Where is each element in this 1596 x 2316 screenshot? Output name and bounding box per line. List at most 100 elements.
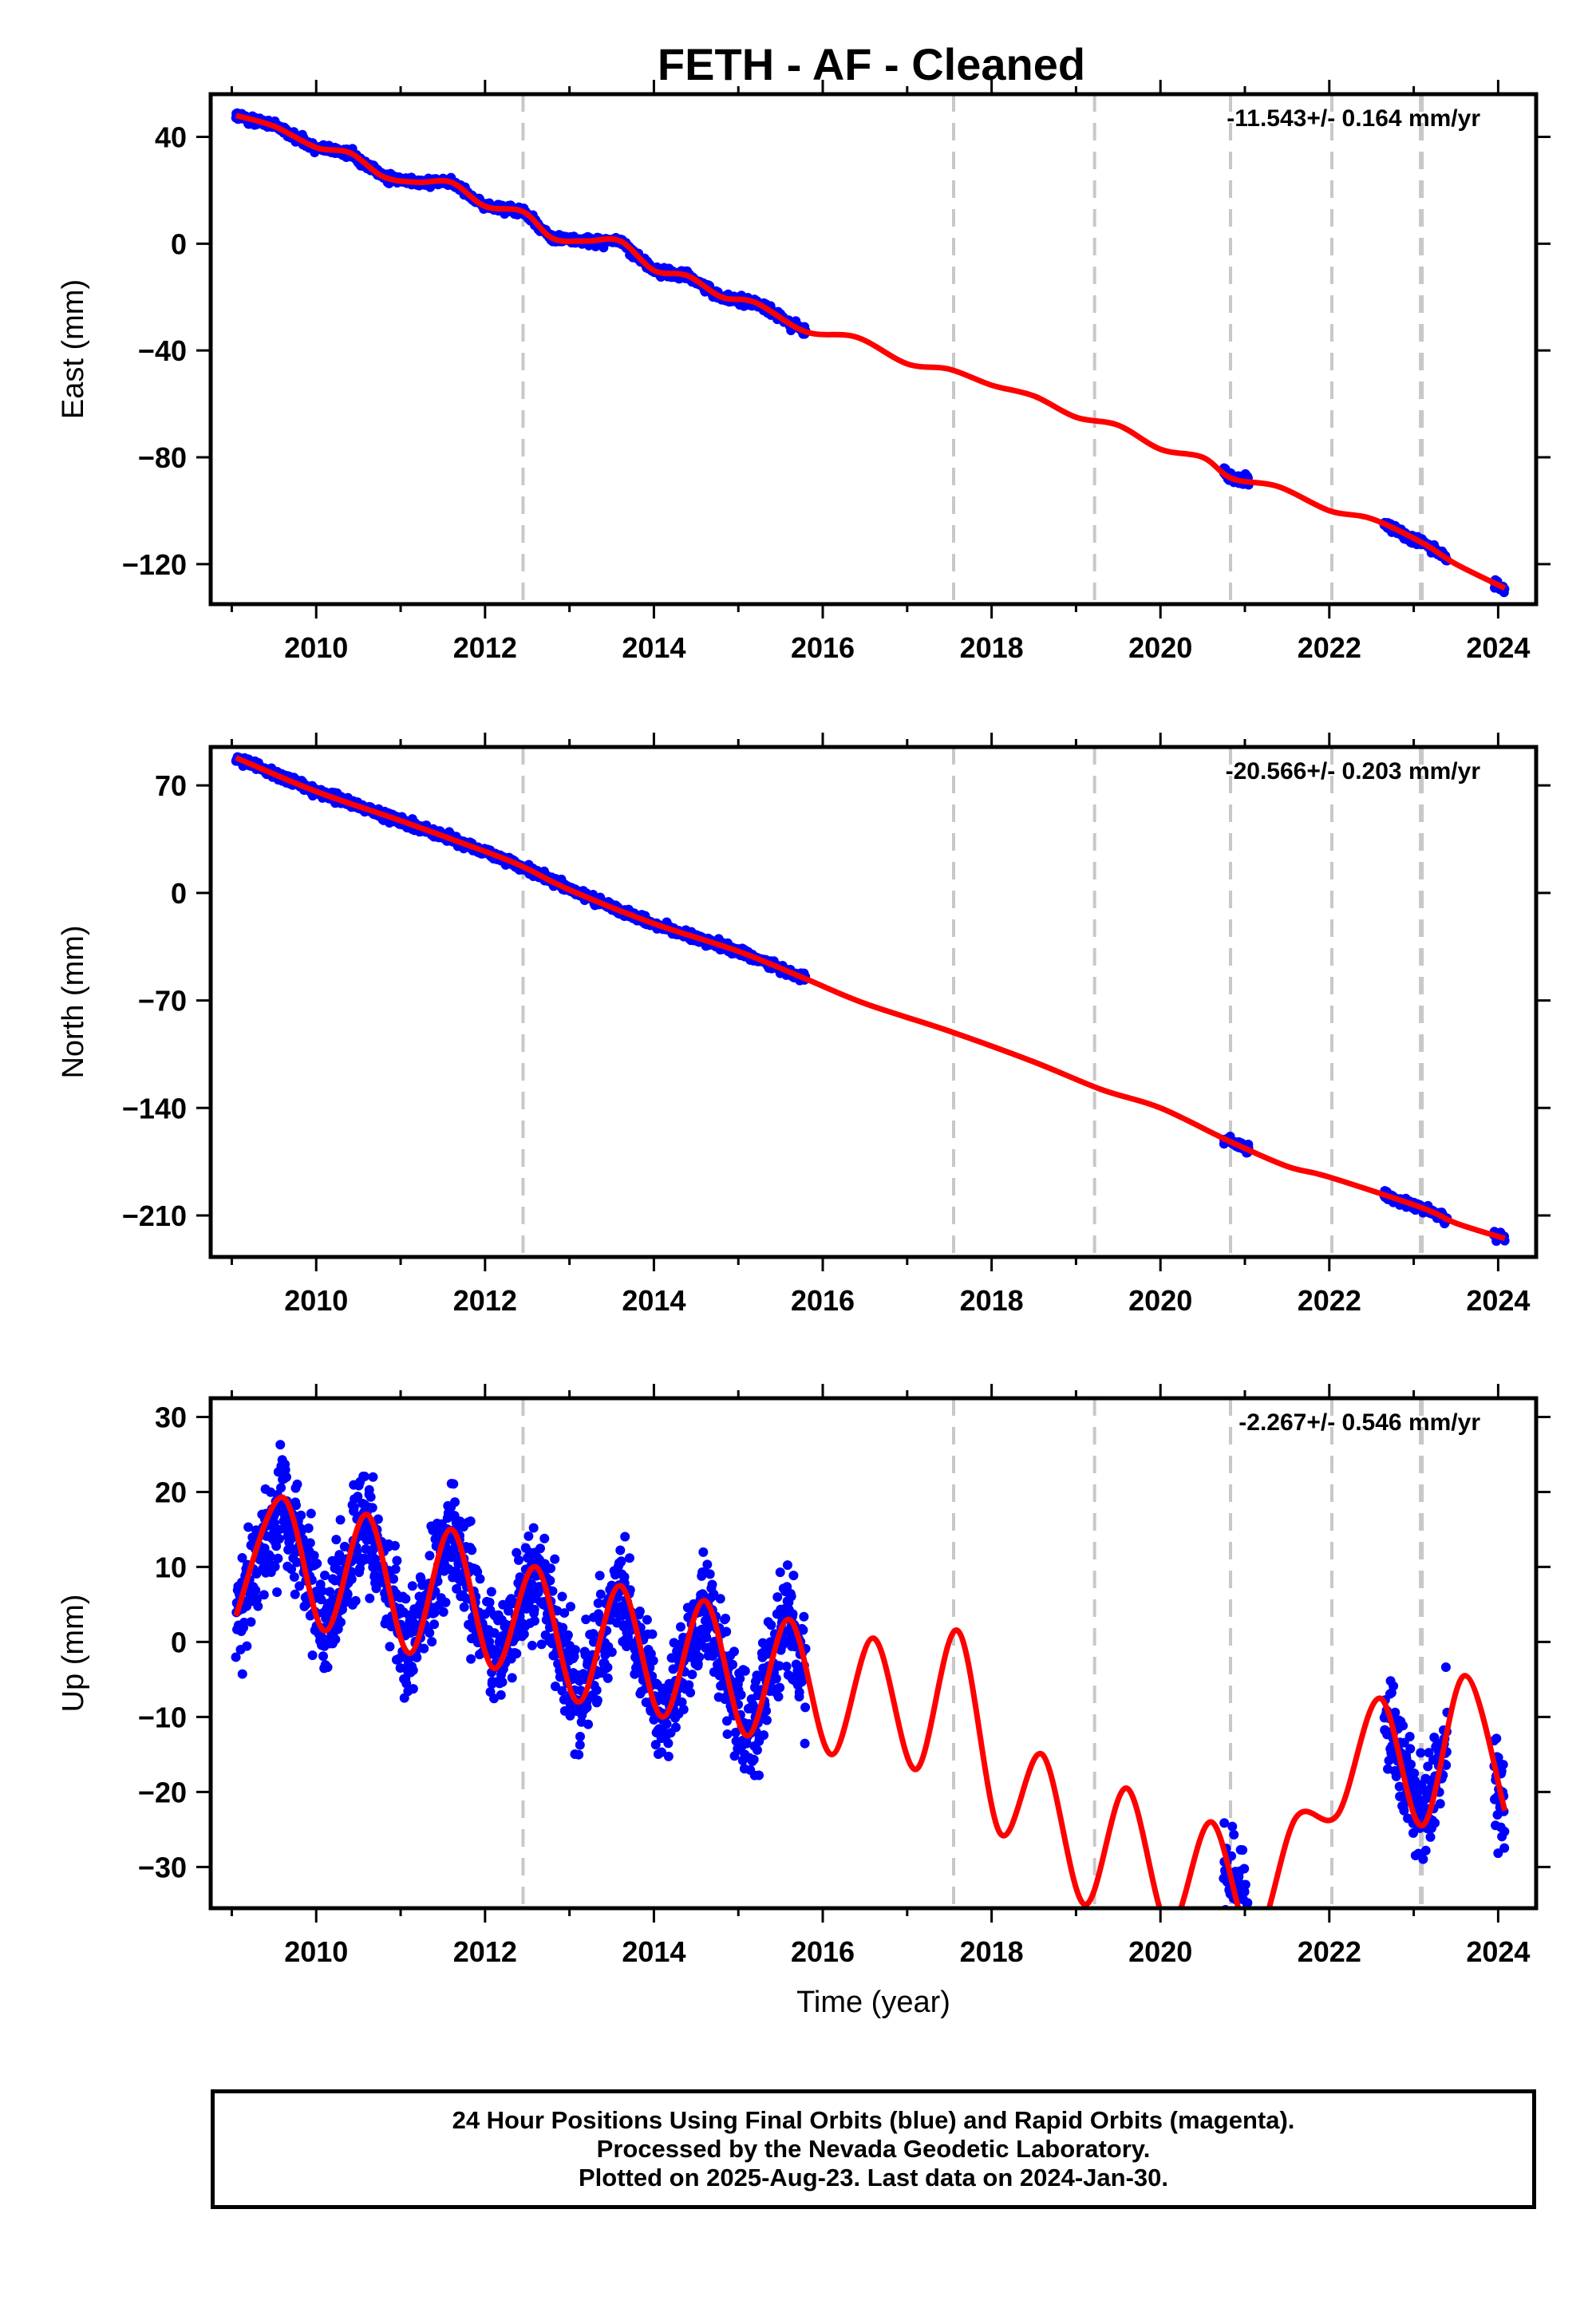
observation-point (513, 1555, 523, 1565)
observation-point (1390, 1707, 1400, 1717)
y-tick-label: −10 (138, 1701, 187, 1733)
observation-point (615, 1545, 626, 1555)
observation-point (735, 1674, 745, 1684)
observation-point (773, 1691, 784, 1701)
observation-point (385, 1642, 395, 1652)
x-tick-label: 2022 (1298, 1935, 1361, 1968)
observation-point (728, 1659, 738, 1670)
observation-point (684, 1680, 694, 1690)
observation-point (701, 1632, 712, 1642)
y-tick-label: 40 (155, 121, 187, 154)
velocity-rate-label: -2.267+/- 0.546 mm/yr (1238, 1409, 1480, 1436)
y-tick-label: 30 (155, 1401, 187, 1433)
y-tick-label: 20 (155, 1476, 187, 1508)
observation-point (775, 1567, 785, 1578)
observation-point (1440, 1662, 1451, 1673)
observation-point (365, 1492, 376, 1502)
observation-point (306, 1508, 316, 1519)
observation-point (1239, 1887, 1250, 1897)
observation-point (1227, 1821, 1238, 1832)
observation-point (276, 1483, 286, 1493)
observation-point (678, 1705, 689, 1715)
observation-point (602, 1662, 613, 1673)
observation-point (1242, 1923, 1251, 1932)
observation-point (1240, 1934, 1250, 1943)
x-tick-label: 2018 (960, 1935, 1024, 1968)
observation-point (536, 1639, 547, 1650)
observation-point (788, 1571, 799, 1581)
observation-point (335, 1617, 346, 1627)
y-tick-label: 10 (155, 1551, 187, 1583)
observation-point (796, 1677, 807, 1687)
observation-point (370, 1554, 381, 1564)
figure-title: FETH - AF - Cleaned (658, 39, 1085, 89)
observation-point (761, 1715, 772, 1725)
y-tick-label: −80 (138, 441, 187, 474)
observation-point (349, 1503, 359, 1513)
y-tick-label: 0 (171, 1626, 187, 1658)
observation-point (1242, 1947, 1252, 1957)
observation-point (353, 1492, 363, 1502)
observation-point (574, 1749, 584, 1760)
x-tick-label: 2016 (791, 631, 855, 664)
observation-point (570, 1645, 580, 1655)
observation-point (595, 1571, 605, 1581)
observation-point (648, 1655, 658, 1666)
y-tick-label: −30 (138, 1851, 187, 1883)
observation-point (512, 1649, 522, 1659)
observation-point (309, 1551, 319, 1561)
observation-point (677, 1697, 687, 1707)
observation-point (1389, 1681, 1399, 1691)
x-tick-label: 2012 (453, 631, 517, 664)
observation-point (799, 1611, 809, 1622)
observation-point (237, 1669, 247, 1679)
observation-point (581, 1614, 591, 1625)
observation-point (438, 1607, 448, 1617)
observation-point (440, 1597, 451, 1607)
observation-point (575, 1731, 586, 1741)
observation-point (670, 1722, 681, 1733)
observation-point (1430, 1818, 1440, 1828)
observation-point (698, 1547, 709, 1557)
observation-point (694, 1652, 705, 1662)
observation-point (459, 1602, 469, 1612)
observation-point (243, 1522, 254, 1532)
x-tick-label: 2020 (1128, 631, 1192, 664)
observation-point (408, 1665, 418, 1675)
x-tick-label: 2012 (453, 1284, 517, 1317)
observation-point (1384, 1756, 1394, 1766)
observation-point (231, 1652, 241, 1662)
observation-point (271, 1541, 282, 1551)
observation-point (1228, 1932, 1238, 1942)
observation-point (401, 1594, 411, 1604)
y-tick-label: −210 (122, 1199, 187, 1232)
observation-point (1404, 1731, 1415, 1741)
x-tick-label: 2020 (1128, 1284, 1192, 1317)
observation-point (330, 1634, 341, 1645)
observation-point (657, 1747, 667, 1757)
observation-point (687, 1670, 697, 1680)
observation-point (325, 1587, 335, 1597)
observation-point (650, 1740, 661, 1750)
x-tick-label: 2018 (960, 631, 1024, 664)
observation-point (1232, 1934, 1242, 1943)
y-tick-label: −40 (138, 334, 187, 367)
observation-point (401, 1678, 412, 1689)
x-tick-label: 2016 (791, 1935, 855, 1968)
observation-point (1409, 1768, 1420, 1778)
observation-point (705, 1569, 715, 1579)
observation-point (794, 1687, 804, 1697)
observation-point (1435, 1799, 1445, 1809)
footer-line-1: 24 Hour Positions Using Final Orbits (bl… (452, 2106, 1295, 2134)
observation-point (1244, 1927, 1254, 1937)
y-tick-label: 0 (171, 227, 187, 260)
observation-point (1233, 1915, 1242, 1924)
observation-point (1399, 1737, 1409, 1748)
observation-point (475, 1574, 485, 1584)
observation-point (1491, 1733, 1502, 1744)
observation-point (1241, 1950, 1250, 1959)
observation-point (595, 1589, 606, 1599)
observation-point (675, 1622, 685, 1632)
observation-point (702, 1559, 713, 1570)
observation-point (1239, 1863, 1250, 1874)
